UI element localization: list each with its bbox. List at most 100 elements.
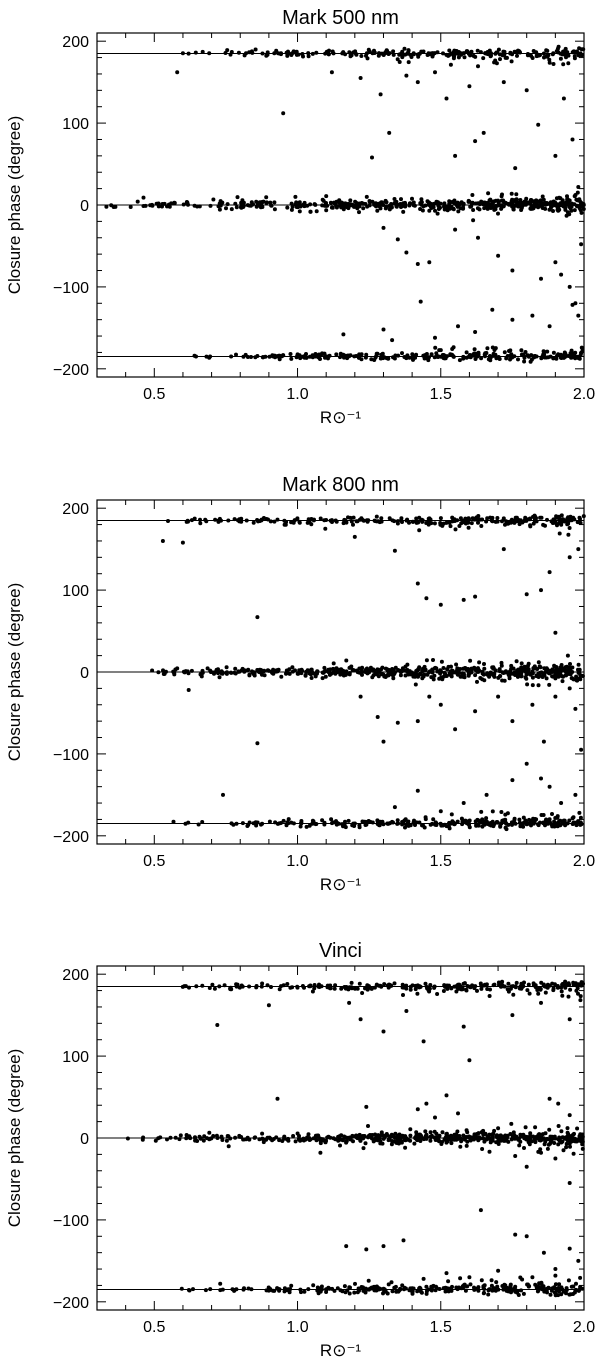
data-point <box>572 56 577 61</box>
data-point <box>153 1138 158 1143</box>
data-point <box>517 817 522 822</box>
data-point <box>386 1138 391 1143</box>
data-point <box>516 1293 521 1297</box>
data-point <box>576 185 581 189</box>
data-point <box>539 1150 543 1155</box>
data-point <box>473 667 478 672</box>
data-point <box>364 352 369 357</box>
data-point <box>480 1147 485 1151</box>
y-axis-label: Closure phase (degree) <box>5 583 24 762</box>
data-point <box>434 821 439 826</box>
data-point <box>194 354 198 359</box>
data-point <box>352 534 357 539</box>
data-point <box>367 49 372 54</box>
data-point <box>387 516 392 521</box>
data-point <box>572 202 577 207</box>
data-point <box>553 630 558 635</box>
data-point <box>530 683 535 688</box>
data-point <box>429 675 434 680</box>
data-point <box>395 237 400 242</box>
data-point <box>541 352 546 357</box>
data-point <box>308 984 313 989</box>
data-point <box>530 1275 535 1280</box>
x-tick-label: 2.0 <box>573 853 595 870</box>
data-point <box>575 49 579 54</box>
data-point <box>331 666 336 671</box>
data-point <box>267 1135 272 1140</box>
data-point <box>361 1135 366 1140</box>
data-point <box>553 1267 558 1271</box>
data-point <box>232 517 237 522</box>
data-point <box>449 986 454 991</box>
data-point <box>175 666 180 671</box>
data-point <box>421 1137 426 1142</box>
data-point <box>429 352 434 357</box>
data-point <box>568 206 573 211</box>
data-point <box>418 1132 423 1137</box>
data-point <box>434 199 439 204</box>
data-point <box>567 555 572 560</box>
data-point <box>571 815 576 820</box>
data-point <box>479 809 484 814</box>
data-point <box>532 517 537 522</box>
data-point <box>577 46 582 51</box>
data-point <box>521 821 526 825</box>
data-point <box>550 981 555 986</box>
data-point <box>365 519 370 524</box>
data-point <box>468 658 473 663</box>
data-point <box>509 1121 514 1126</box>
data-point <box>416 520 421 525</box>
data-point <box>404 1136 409 1141</box>
data-point <box>508 1285 513 1289</box>
data-point <box>536 660 541 665</box>
data-point <box>533 1125 538 1130</box>
data-point <box>503 670 508 675</box>
data-point <box>344 669 349 674</box>
data-point <box>478 1136 483 1141</box>
x-tick-label: 1.5 <box>430 386 452 403</box>
y-tick-label: −200 <box>53 1295 89 1312</box>
data-point <box>563 46 568 51</box>
data-point <box>515 53 519 58</box>
data-point <box>430 1285 434 1290</box>
data-point <box>397 1288 402 1293</box>
data-point <box>513 199 518 204</box>
x-tick-label: 0.5 <box>143 853 165 870</box>
data-point <box>435 50 440 55</box>
y-tick-label: −100 <box>53 280 89 297</box>
data-point <box>580 1286 585 1291</box>
data-point <box>191 1287 195 1292</box>
data-point <box>302 1289 307 1294</box>
data-point <box>366 1124 370 1128</box>
data-point <box>237 985 242 990</box>
data-point <box>295 352 300 357</box>
data-point <box>252 673 257 678</box>
data-point <box>187 985 191 990</box>
data-point <box>294 49 299 54</box>
data-point <box>311 1283 316 1288</box>
data-point <box>521 824 526 829</box>
data-point <box>358 76 363 80</box>
data-point <box>539 776 543 781</box>
data-point <box>543 523 547 528</box>
data-point <box>501 49 506 54</box>
data-point <box>503 825 508 830</box>
data-point <box>180 51 185 56</box>
data-point <box>351 515 356 520</box>
data-point <box>542 1142 547 1147</box>
data-point <box>553 1273 558 1278</box>
data-point <box>409 55 414 59</box>
data-point <box>359 54 364 58</box>
data-point <box>298 204 303 209</box>
data-point <box>490 1137 495 1142</box>
data-point <box>539 276 543 281</box>
data-point <box>467 1275 472 1280</box>
data-point <box>376 1287 381 1292</box>
x-tick-label: 2.0 <box>573 386 595 403</box>
data-point <box>359 352 364 357</box>
data-point <box>259 671 264 676</box>
x-axis-label: R⊙⁻¹ <box>320 875 361 894</box>
data-point <box>476 1285 481 1290</box>
data-point <box>450 200 455 204</box>
data-point <box>453 227 458 232</box>
